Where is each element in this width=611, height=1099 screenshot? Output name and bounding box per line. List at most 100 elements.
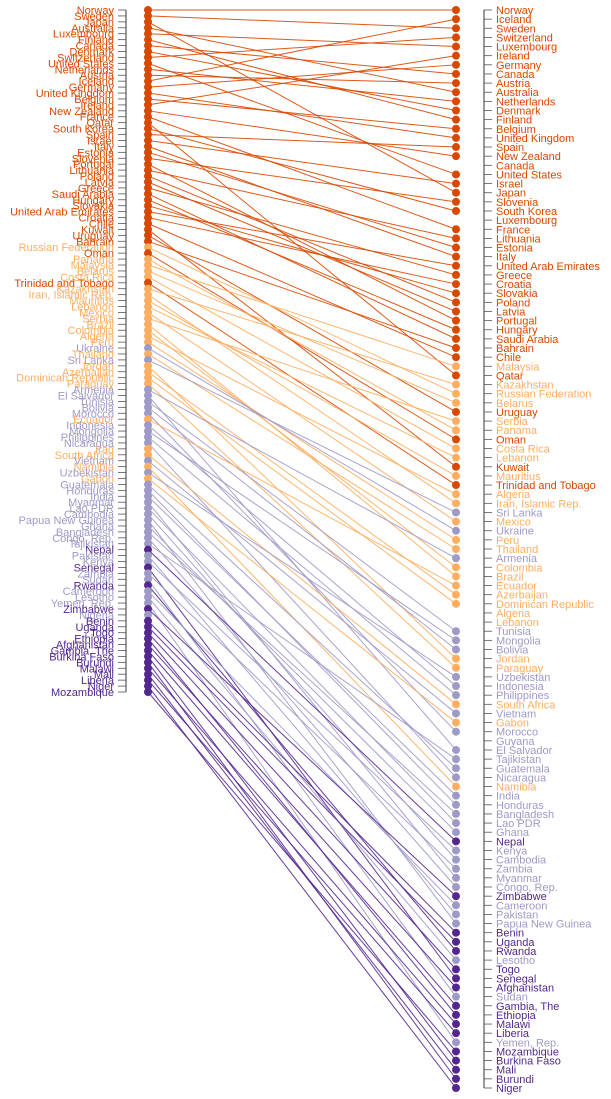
left-label: Gabon: [81, 474, 114, 486]
left-label: United Kingdom: [36, 88, 114, 100]
right-point: [452, 983, 460, 992]
left-point: [144, 510, 152, 519]
right-label: Mongolia: [496, 635, 542, 647]
left-point: [144, 302, 152, 311]
right-label: Kazakhstan: [496, 380, 553, 392]
left-label: Oman: [84, 248, 114, 260]
right-point: [452, 88, 460, 97]
left-label: Croatia: [79, 213, 115, 225]
right-label: Niger: [496, 1083, 523, 1095]
left-point: [144, 415, 152, 424]
right-label: Panama: [496, 425, 538, 437]
right-point: [452, 846, 460, 855]
slope-line: [147, 353, 457, 550]
left-point: [144, 53, 152, 62]
slope-line: [147, 306, 457, 459]
left-label: Afghanistan: [56, 640, 114, 652]
left-label: Brazil: [86, 319, 114, 331]
left-label: Rwanda: [74, 580, 115, 592]
left-label: Canada: [75, 41, 114, 53]
left-label: Iran, Islamic Rep.: [28, 290, 114, 302]
left-labels: NorwaySwedenJapanAustraliaLuxembourgFinl…: [10, 5, 115, 699]
right-label: Rwanda: [496, 946, 537, 958]
right-label: Ghana: [496, 827, 530, 839]
left-point: [144, 361, 152, 370]
right-point: [452, 572, 460, 581]
right-label: Uzbekistan: [496, 672, 550, 684]
slope-line: [147, 300, 457, 477]
left-point: [144, 385, 152, 394]
right-label: Brazil: [496, 571, 524, 583]
left-point: [144, 177, 152, 186]
right-label: Pakistan: [496, 909, 538, 921]
right-label: Kuwait: [496, 462, 529, 474]
right-label: Russian Federation: [496, 389, 591, 401]
left-point: [144, 438, 152, 447]
left-label: Portugal: [73, 159, 114, 171]
left-point: [144, 106, 152, 115]
left-point: [144, 308, 152, 317]
left-point: [144, 65, 152, 74]
right-point: [452, 380, 460, 389]
left-label: New Zealand: [49, 106, 114, 118]
slope-line: [147, 246, 457, 395]
right-point: [452, 965, 460, 974]
right-label: Dominican Republic: [496, 599, 594, 611]
left-point: [144, 154, 152, 163]
slope-line: [147, 662, 457, 1080]
left-label: Jordan: [80, 361, 114, 373]
left-label: Sweden: [74, 11, 114, 23]
right-label: Costa Rica: [496, 444, 551, 456]
left-point: [144, 616, 152, 625]
right-point: [452, 910, 460, 919]
right-point: [452, 992, 460, 1001]
left-point: [144, 17, 152, 26]
right-label: Portugal: [496, 316, 537, 328]
slope-line: [147, 157, 457, 203]
left-point: [144, 94, 152, 103]
left-label: Luxembourg: [53, 29, 114, 41]
right-label: United Kingdom: [496, 133, 574, 145]
right-label: Nicaragua: [496, 772, 547, 784]
right-point: [452, 298, 460, 307]
right-point: [452, 837, 460, 846]
left-label: France: [80, 112, 114, 124]
left-label: Poland: [80, 171, 114, 183]
slope-line: [147, 98, 457, 130]
right-label: Benin: [496, 928, 524, 940]
slope-line: [147, 294, 457, 504]
right-point: [452, 280, 460, 289]
slope-line: [147, 596, 457, 961]
slope-line: [147, 454, 457, 705]
slope-line: [147, 335, 457, 495]
left-label: Uzbekistan: [60, 468, 114, 480]
right-point: [452, 206, 460, 215]
right-label: Paraguay: [496, 663, 544, 675]
right-label: Uruguay: [496, 407, 538, 419]
right-label: Bolivia: [496, 644, 529, 656]
left-label: Kazakhstan: [57, 284, 114, 296]
slope-line: [147, 650, 457, 1007]
slope-line: [147, 282, 457, 486]
right-label: Ukraine: [496, 526, 534, 538]
left-label: Kuwait: [81, 224, 114, 236]
right-label: Algeria: [496, 608, 531, 620]
left-label: Bahrain: [76, 236, 114, 248]
slope-line: [147, 92, 457, 139]
right-point: [452, 956, 460, 965]
right-label: El Salvador: [496, 745, 553, 757]
slope-line: [147, 495, 457, 797]
right-point: [452, 919, 460, 928]
right-point: [452, 316, 460, 325]
right-point: [452, 353, 460, 362]
left-label: Sudan: [82, 574, 114, 586]
slope-line: [147, 18, 457, 82]
left-label: El Salvador: [58, 390, 115, 402]
right-label: Uganda: [496, 937, 535, 949]
left-label: Lesotho: [75, 592, 114, 604]
left-label: Colombia: [68, 325, 115, 337]
left-point: [144, 409, 152, 418]
right-label: Lesotho: [496, 955, 535, 967]
right-label: Sweden: [496, 23, 536, 35]
